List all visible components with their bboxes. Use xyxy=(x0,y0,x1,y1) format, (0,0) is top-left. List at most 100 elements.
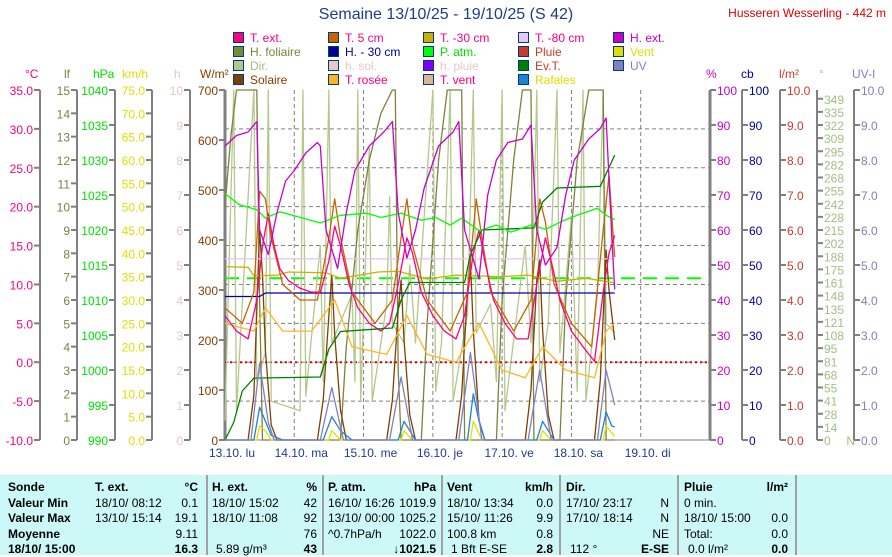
axis-tick-label: 6 xyxy=(176,224,183,238)
series-line-h-foliaire xyxy=(224,89,615,441)
axis-tick-label: 12 xyxy=(57,154,71,168)
axis-tick-label: 1030 xyxy=(81,154,108,168)
weather-chart: -10.0-5.00.05.010.015.020.025.030.035.00… xyxy=(6,84,885,460)
legend-swatch xyxy=(423,74,434,85)
axis-tick-label: 81 xyxy=(824,355,838,369)
table-header: Sonde xyxy=(8,480,45,494)
legend-item-uv: UV xyxy=(613,59,647,73)
axis-tick-label: 1 xyxy=(176,399,183,413)
axis-tick-label: 15.0 xyxy=(122,364,146,378)
axis-tick-label: 1.0 xyxy=(787,399,804,413)
axis-tick-label: 20.0 xyxy=(122,341,146,355)
table-cell-value: N xyxy=(660,511,669,525)
axis-tick-label: 100 xyxy=(198,384,218,398)
legend-label: Vent xyxy=(630,45,655,59)
axis-tick-label: 10 xyxy=(749,399,763,413)
table-cell-value: 0.1 xyxy=(181,495,198,510)
axis-tick-label: 0 xyxy=(717,434,724,448)
axis-tick-label: 135 xyxy=(824,303,844,317)
table-column-separator xyxy=(559,475,561,555)
table-cell-value: 1022.0 xyxy=(399,526,436,541)
axis-tick-label: 55.0 xyxy=(122,177,146,191)
table-cell-value: 9.11 xyxy=(175,526,198,541)
axis-tick-label: 9.0 xyxy=(787,119,804,133)
axis-tick-label: 28 xyxy=(824,408,838,422)
axis-tick-label: 40 xyxy=(749,294,763,308)
legend-item-t-80-cm: T. -80 cm xyxy=(518,31,584,45)
axis-tick-label: 700 xyxy=(198,84,218,98)
axis-unit-label: % xyxy=(706,67,717,81)
legend-swatch xyxy=(423,60,434,71)
axis-tick-label: 8.0 xyxy=(787,154,804,168)
series-line-p-atm xyxy=(224,193,615,233)
table-cell-label: Moyenne xyxy=(8,526,61,541)
legend-item-t-30-cm: T. -30 cm xyxy=(423,31,489,45)
axis-tick-label: 1.0 xyxy=(861,399,878,413)
table-cell-value: 76 xyxy=(303,526,317,541)
axis-tick-label: 14 xyxy=(824,421,838,435)
legend-swatch xyxy=(328,46,339,57)
axis-tick-label: 6 xyxy=(63,294,70,308)
series-line-uv xyxy=(225,351,616,441)
axis-unit-label: h xyxy=(174,67,181,81)
axis-tick-label: 4.0 xyxy=(787,294,804,308)
legend-swatch xyxy=(328,32,339,43)
axis-tick-label: 60 xyxy=(717,224,731,238)
axis-tick-label: 0 xyxy=(176,434,183,448)
axis-tick-label: 600 xyxy=(198,134,218,148)
table-cell-label: ^0.7hPa/h xyxy=(328,526,382,541)
table-cell-value: 9.9 xyxy=(536,511,553,525)
axis-tick-label: 50.0 xyxy=(122,201,146,215)
table-cell-label: 18/10/ 08:12 xyxy=(95,495,162,510)
axis-tick-label: 202 xyxy=(824,237,844,251)
axis-tick-label: 14 xyxy=(57,107,71,121)
axis-tick-label: 349 xyxy=(824,93,844,107)
table-column-separator xyxy=(322,475,324,555)
axis-tick-label: 3.0 xyxy=(861,329,878,343)
axis-unit-label: km/h xyxy=(122,67,149,81)
legend-swatch xyxy=(518,74,529,85)
station-name: Husseren Wesserling - 442 m xyxy=(728,6,886,20)
legend-item-solaire: Solaire xyxy=(233,73,287,87)
series-line-t-5-cm xyxy=(224,174,616,348)
axis-tick-label: 6.0 xyxy=(861,224,878,238)
table-cell-value: NE xyxy=(652,526,669,541)
axis-unit-label: UV-I xyxy=(852,67,876,81)
table-cell-label: 16/10/ 16:26 xyxy=(328,495,395,510)
axis-tick-label: 282 xyxy=(824,158,844,172)
table-cell-value: N xyxy=(660,495,669,510)
axis-tick-label: 7 xyxy=(176,189,183,203)
legend-label: Rafales xyxy=(535,73,576,87)
table-column-separator xyxy=(206,475,208,555)
axis-end-label: N xyxy=(846,434,855,448)
axis-tick-label: 10.0 xyxy=(122,387,146,401)
table-cell-value: 92 xyxy=(303,511,317,525)
x-tick-label: 19.10. di xyxy=(625,446,671,460)
axis-tick-label: 4.0 xyxy=(861,294,878,308)
axis-tick-label: 25.0 xyxy=(10,162,34,176)
axis-tick-label: 41 xyxy=(824,395,838,409)
axis-tick-label: 9 xyxy=(176,119,183,133)
axis-tick-label: 0.0 xyxy=(787,434,804,448)
series-line-h-30-cm xyxy=(225,292,615,298)
axis-tick-label: -5.0 xyxy=(12,395,33,409)
axis-tick-label: 0.0 xyxy=(128,434,145,448)
axis-tick-label: 5 xyxy=(176,259,183,273)
axis-tick-label: 20 xyxy=(717,364,731,378)
legend-item-pluie: Pluie xyxy=(518,45,562,59)
legend-item-h-ext: H. ext. xyxy=(613,31,665,45)
axis-tick-label: 2.0 xyxy=(787,364,804,378)
axis-tick-label: 108 xyxy=(824,329,844,343)
axis-tick-label: 3.0 xyxy=(787,329,804,343)
table-cell-label: 0.0 l/m² xyxy=(688,542,729,556)
series-line-solaire xyxy=(225,229,616,441)
series-line-t-30-cm xyxy=(224,265,615,284)
legend-item-rafales: Rafales xyxy=(518,73,576,87)
legend-item-t-ros-e: T. rosée xyxy=(328,73,388,87)
axis-tick-label: 35.0 xyxy=(10,84,34,98)
table-cell-label: 1 Bft E-SE xyxy=(451,542,508,556)
table-cell-value: 0.0 xyxy=(771,542,788,556)
axis-tick-label: 335 xyxy=(824,106,844,120)
x-tick-label: 14.10. ma xyxy=(275,446,329,460)
legend-item-t-vent: T. vent xyxy=(423,73,475,87)
